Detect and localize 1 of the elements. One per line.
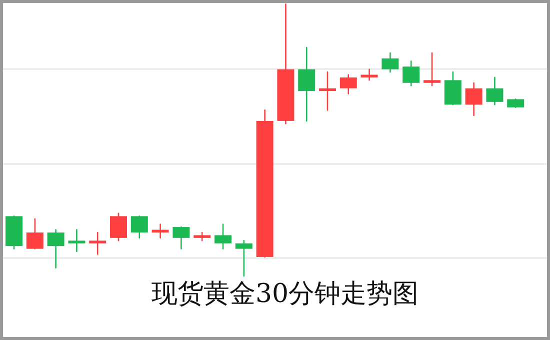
text: 现货黄金30分钟走势图	[151, 279, 419, 309]
